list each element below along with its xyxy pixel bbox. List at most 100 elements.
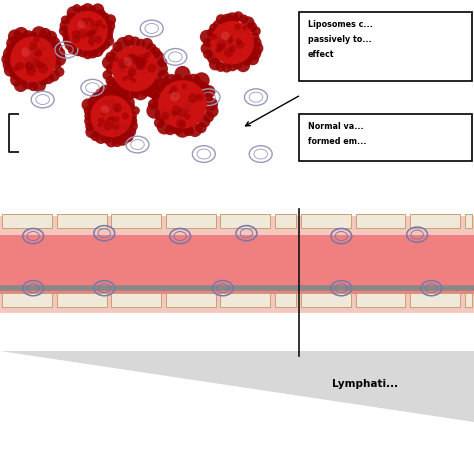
Circle shape [43,73,54,84]
Circle shape [88,96,101,109]
Circle shape [27,47,31,52]
Bar [0,0,474,216]
Circle shape [211,34,217,40]
Circle shape [84,116,95,127]
Circle shape [78,5,89,16]
Circle shape [170,120,184,135]
Circle shape [217,46,223,52]
Circle shape [203,38,212,47]
Circle shape [68,11,108,51]
Circle shape [115,117,120,121]
FancyBboxPatch shape [356,293,405,307]
Circle shape [187,100,192,106]
Circle shape [32,51,40,59]
Circle shape [246,22,257,32]
Circle shape [105,52,116,63]
Circle shape [46,36,60,51]
Circle shape [105,14,116,26]
Circle shape [87,17,92,21]
Circle shape [63,35,73,46]
Circle shape [243,26,247,30]
Circle shape [224,40,233,49]
Circle shape [225,12,240,27]
Circle shape [136,61,146,71]
Circle shape [28,32,38,42]
Circle shape [172,106,181,115]
Circle shape [217,42,226,51]
Circle shape [22,77,34,90]
Circle shape [23,59,30,66]
Circle shape [33,36,40,43]
Bar [299,294,474,313]
Circle shape [125,126,136,137]
Circle shape [176,119,186,129]
Text: effect: effect [308,50,335,59]
Circle shape [174,66,191,82]
Circle shape [31,26,46,41]
Circle shape [112,46,158,91]
Circle shape [236,41,244,49]
Circle shape [106,117,114,125]
Circle shape [216,14,226,24]
Circle shape [88,5,97,14]
FancyBboxPatch shape [220,214,270,228]
Circle shape [89,20,95,26]
Circle shape [172,91,178,97]
Circle shape [200,92,212,105]
Circle shape [147,63,156,73]
Bar [0,294,299,313]
Circle shape [188,93,198,103]
Circle shape [236,38,241,44]
Circle shape [29,52,35,57]
FancyBboxPatch shape [299,12,472,81]
Circle shape [99,33,102,36]
Circle shape [171,85,177,92]
Circle shape [153,79,166,93]
Circle shape [122,112,129,119]
Circle shape [130,60,141,71]
Circle shape [165,125,175,135]
Circle shape [145,82,160,98]
Circle shape [246,53,259,65]
Circle shape [123,86,137,100]
Circle shape [85,126,98,138]
Circle shape [38,64,48,73]
Circle shape [9,66,22,80]
Circle shape [101,24,106,29]
Circle shape [112,121,120,129]
Circle shape [141,38,153,49]
Circle shape [118,125,123,129]
Circle shape [169,110,174,115]
Circle shape [87,46,99,58]
Circle shape [25,62,33,70]
Circle shape [188,123,202,137]
Circle shape [59,26,70,36]
Circle shape [183,75,193,85]
Circle shape [118,65,126,73]
Circle shape [203,111,214,122]
Circle shape [95,88,106,99]
Circle shape [4,64,17,77]
Circle shape [26,66,36,76]
Circle shape [81,30,85,34]
Circle shape [26,62,33,69]
Circle shape [55,67,64,77]
Circle shape [105,32,113,40]
Circle shape [127,54,136,62]
Circle shape [10,73,23,87]
Circle shape [37,62,44,68]
Circle shape [123,35,135,46]
Circle shape [68,45,78,55]
Circle shape [224,48,233,57]
FancyBboxPatch shape [57,214,107,228]
Circle shape [77,20,85,28]
Circle shape [102,70,112,80]
Circle shape [21,47,30,57]
Circle shape [102,99,111,108]
Circle shape [149,51,164,66]
Circle shape [122,76,128,81]
Circle shape [242,16,255,29]
Circle shape [183,108,189,113]
Circle shape [103,36,114,46]
Circle shape [111,91,121,100]
